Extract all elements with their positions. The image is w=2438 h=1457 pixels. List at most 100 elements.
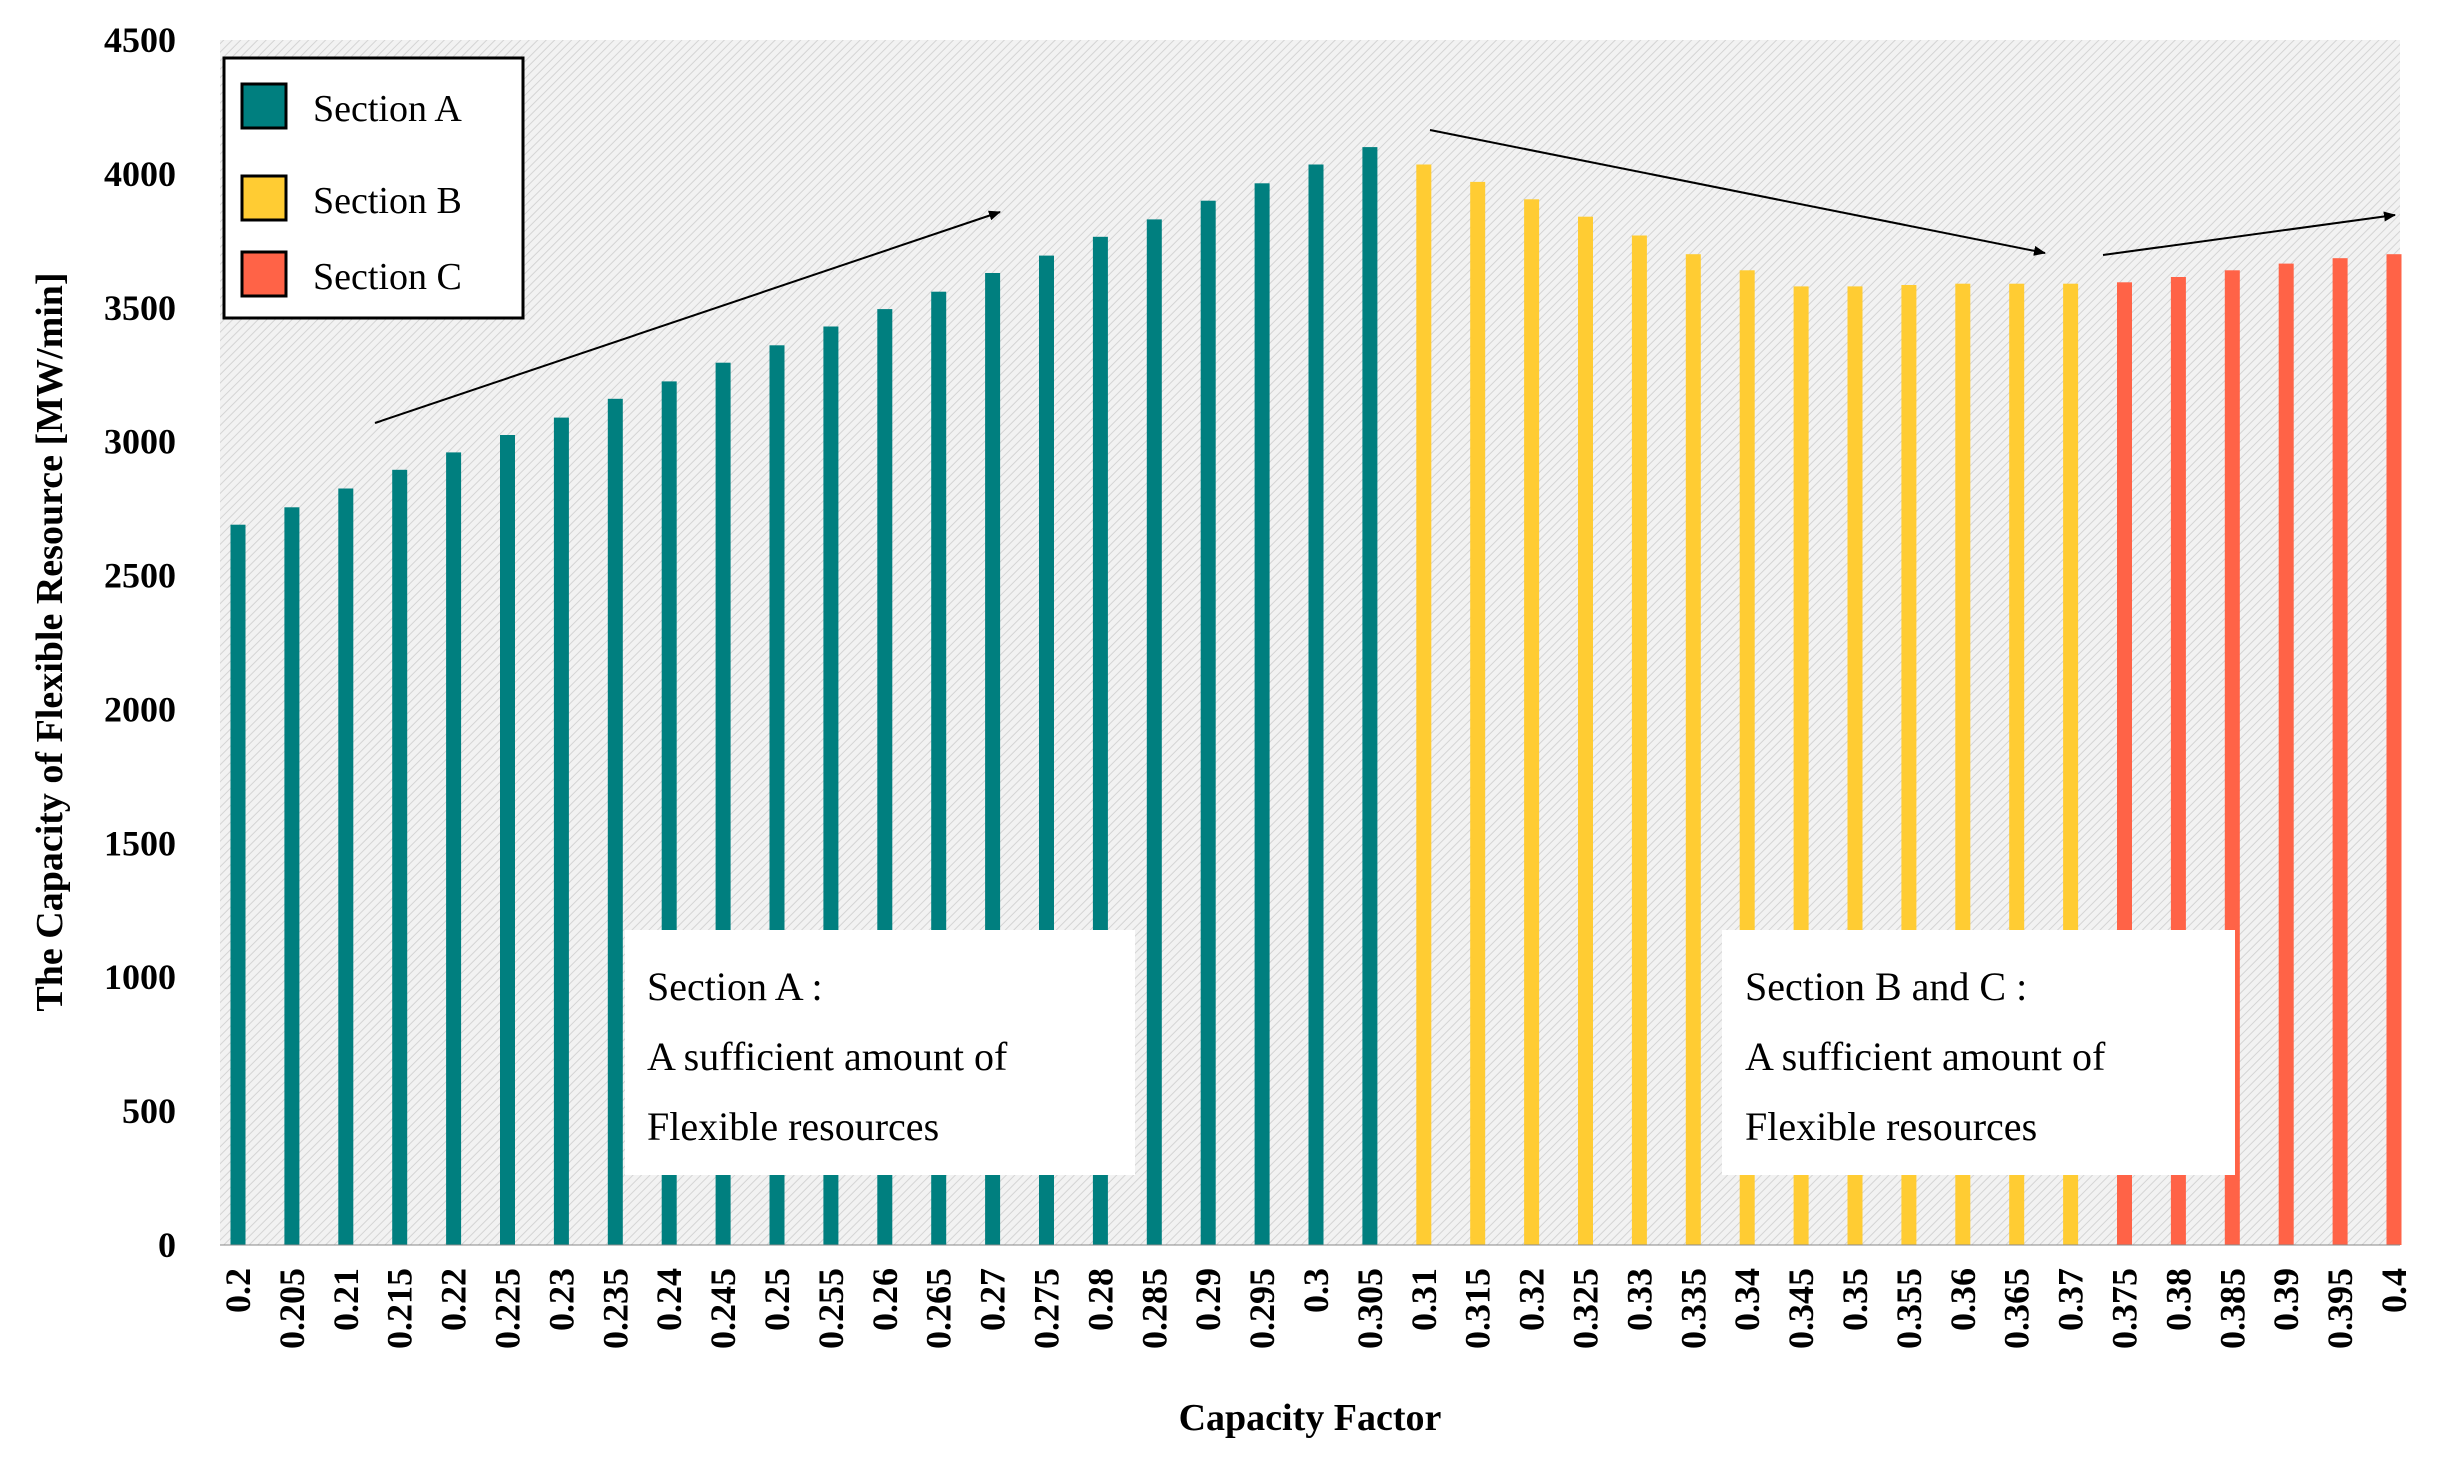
x-tick-label: 0.37 [2051,1268,2091,1331]
x-tick-label: 0.285 [1134,1268,1174,1349]
x-tick-label: 0.4 [2374,1268,2414,1313]
bar-0.395 [2332,258,2348,1245]
legend: Section A Section B Section C [222,56,525,320]
y-tick-label: 3500 [104,288,176,328]
x-tick-label: 0.395 [2320,1268,2360,1349]
y-tick-label: 1000 [104,957,176,997]
annotation-box [1722,930,2235,1175]
x-tick-label: 0.34 [1727,1268,1767,1331]
x-tick-label: 0.305 [1350,1268,1390,1349]
annotation-line: A sufficient amount of [647,1034,1008,1079]
x-tick-label: 0.365 [1997,1268,2037,1349]
annotation-box [625,930,1135,1175]
bar-0.33 [1631,235,1647,1245]
annotation-line: Section A : [647,964,823,1009]
bar-0.235 [607,398,623,1245]
annotation-line: A sufficient amount of [1745,1034,2106,1079]
y-tick-label: 4000 [104,154,176,194]
x-tick-label: 0.295 [1242,1268,1282,1349]
annotation-line: Flexible resources [647,1104,939,1149]
y-tick-label: 2500 [104,556,176,596]
y-tick-label: 1500 [104,823,176,863]
x-tick-label: 0.32 [1512,1268,1552,1331]
annotation-line: Section B and C : [1745,964,2027,1009]
bar-0.22 [446,452,462,1245]
x-tick-label: 0.2 [218,1268,258,1313]
x-tick-label: 0.35 [1835,1268,1875,1331]
legend-swatch-section-c [240,250,288,298]
y-tick-label: 4500 [104,20,176,60]
bar-0.32 [1524,199,1540,1245]
annotation-line: Flexible resources [1745,1104,2037,1149]
y-tick-label: 500 [122,1091,176,1131]
bar-0.2 [230,524,246,1245]
x-tick-label: 0.235 [595,1268,635,1349]
x-tick-label: 0.225 [488,1268,528,1349]
bar-0.215 [392,469,408,1245]
trend-arrow-section-a [374,210,1001,424]
legend-item-section-a: Section A [240,82,462,130]
x-tick-label: 0.385 [2212,1268,2252,1349]
legend-label-section-b: Section B [313,180,462,222]
x-axis-tick-labels: 0.2 0.205 0.21 0.215 0.22 0.225 0.23 0.235 0.24 0… [218,1268,2414,1349]
x-tick-label: 0.265 [919,1268,959,1349]
bar-0.315 [1470,181,1486,1245]
x-tick-label: 0.24 [649,1268,689,1331]
x-tick-label: 0.36 [1943,1268,1983,1331]
x-tick-label: 0.31 [1404,1268,1444,1331]
y-tick-label: 3000 [104,422,176,462]
x-tick-label: 0.245 [703,1268,743,1349]
x-tick-label: 0.21 [326,1268,366,1331]
x-tick-label: 0.325 [1566,1268,1606,1349]
bar-0.31 [1416,164,1432,1245]
x-tick-label: 0.39 [2266,1268,2306,1331]
bar-0.335 [1685,254,1701,1245]
annotation-section-bc: Section B and C : A sufficient amount of… [1722,930,2235,1175]
x-tick-label: 0.315 [1458,1268,1498,1349]
bar-0.285 [1146,219,1162,1245]
annotation-section-a: Section A : A sufficient amount of Flexi… [625,930,1135,1175]
legend-label-section-a: Section A [313,88,462,130]
x-axis-title: Capacity Factor [1179,1397,1442,1439]
x-tick-label: 0.375 [2105,1268,2145,1349]
y-tick-label: 2000 [104,689,176,729]
x-tick-label: 0.255 [811,1268,851,1349]
bar-0.29 [1200,200,1216,1246]
x-tick-label: 0.26 [865,1268,905,1331]
trend-arrow-section-c [2102,211,2396,256]
bar-0.205 [284,507,300,1245]
x-tick-label: 0.205 [272,1268,312,1349]
x-tick-label: 0.23 [541,1268,581,1331]
y-axis-title: The Capacity of Flexible Resource [MW/mi… [29,272,71,1011]
bar-0.225 [500,435,515,1245]
x-tick-label: 0.345 [1781,1268,1821,1349]
x-tick-label: 0.28 [1080,1268,1120,1331]
bar-0.325 [1578,216,1593,1246]
bar-0.21 [338,488,354,1245]
x-tick-label: 0.25 [757,1268,797,1331]
x-tick-label: 0.27 [973,1268,1013,1331]
x-tick-label: 0.38 [2158,1268,2198,1331]
bar-0.23 [553,417,569,1246]
trend-arrow-section-b [1429,129,2046,256]
y-axis-tick-labels: 0 500 1000 1500 2000 2500 3000 3500 4000 4500 [104,20,176,1265]
x-tick-label: 0.275 [1027,1268,1067,1349]
bar-0.305 [1362,147,1378,1246]
y-tick-label: 0 [158,1225,176,1265]
legend-swatch-section-b [240,174,288,222]
x-tick-label: 0.29 [1188,1268,1228,1331]
x-tick-label: 0.335 [1673,1268,1713,1349]
legend-item-section-c: Section C [240,250,462,298]
x-tick-label: 0.33 [1619,1268,1659,1331]
x-tick-label: 0.3 [1296,1268,1336,1313]
bar-0.39 [2278,263,2294,1246]
x-tick-label: 0.215 [380,1268,420,1349]
x-tick-label: 0.22 [434,1268,474,1331]
legend-label-section-c: Section C [313,256,462,298]
x-tick-label: 0.355 [1889,1268,1929,1349]
bar-0.295 [1254,183,1270,1245]
legend-item-section-b: Section B [240,174,462,222]
legend-swatch-section-a [240,82,288,130]
